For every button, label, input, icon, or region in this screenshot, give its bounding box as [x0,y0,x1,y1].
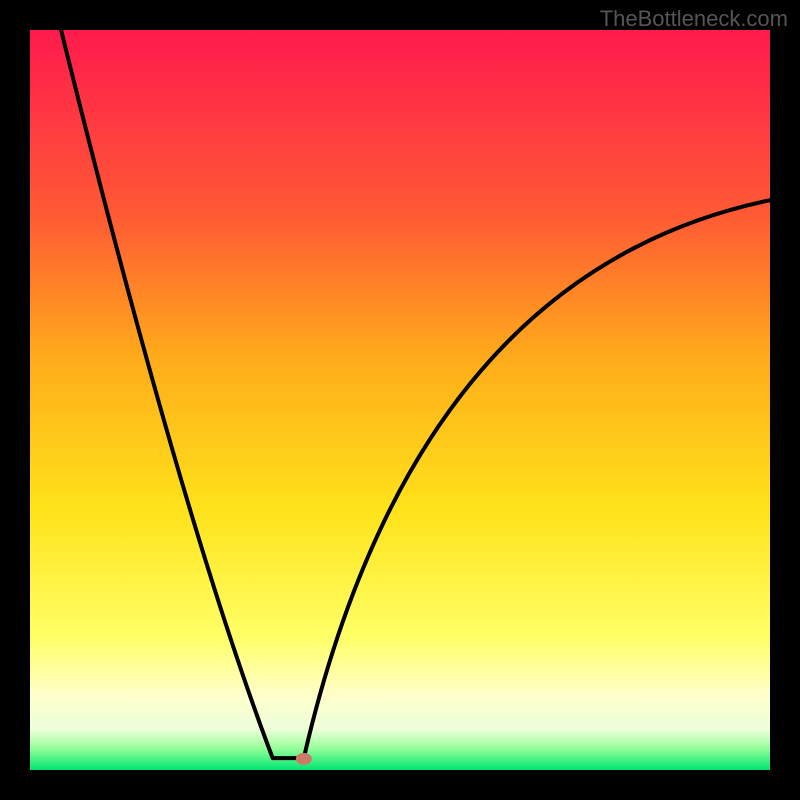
watermark-text: TheBottleneck.com [600,6,788,32]
bottleneck-chart [0,0,800,800]
chart-container: TheBottleneck.com [0,0,800,800]
optimal-point-marker [296,753,312,765]
plot-area [30,30,770,770]
